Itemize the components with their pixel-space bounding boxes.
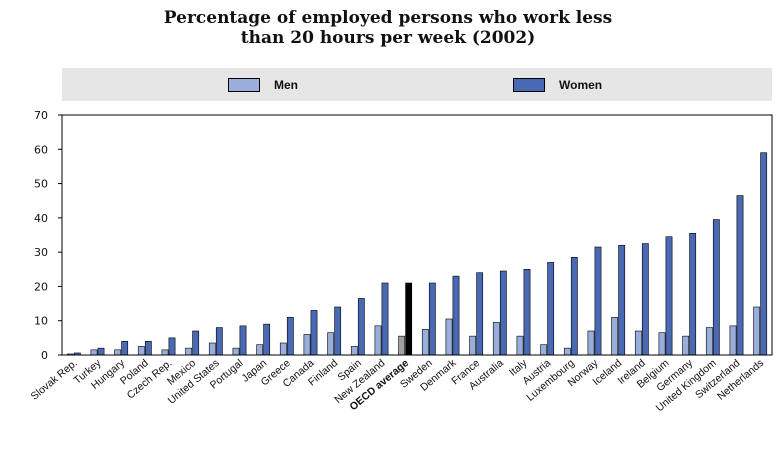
- y-tick-label: 70: [34, 109, 48, 122]
- y-tick-label: 10: [34, 315, 48, 328]
- bar-women: [334, 306, 342, 356]
- y-tick-label: 60: [34, 143, 48, 156]
- bar-men: [232, 347, 240, 356]
- bar-women: [263, 323, 271, 356]
- bar-men: [753, 306, 761, 356]
- y-tick-label: 0: [41, 349, 48, 362]
- bar-men: [327, 332, 335, 356]
- bar-men: [658, 332, 666, 356]
- bar-men: [350, 346, 358, 356]
- bar-women: [712, 219, 720, 356]
- bar-women: [594, 246, 602, 356]
- bar-women: [689, 232, 697, 356]
- bar-women: [570, 256, 578, 356]
- bar-women: [97, 347, 105, 356]
- bar-women: [760, 152, 768, 356]
- legend-item-men: Men: [228, 76, 298, 94]
- bar-men: [398, 335, 406, 356]
- bar-women: [381, 282, 389, 356]
- bar-men: [137, 346, 145, 356]
- legend: Men Women: [62, 68, 772, 101]
- bar-women: [405, 282, 413, 356]
- bar-men: [587, 330, 595, 356]
- bar-men: [374, 325, 382, 356]
- bar-women: [452, 275, 460, 356]
- bar-women: [641, 243, 649, 356]
- legend-item-women: Women: [513, 76, 602, 94]
- x-tick-label: Slovak Rep.: [29, 357, 80, 403]
- bar-men: [516, 335, 524, 356]
- bar-men: [256, 344, 264, 356]
- bar-women: [286, 316, 294, 356]
- bar-men: [114, 349, 122, 356]
- bar-men: [303, 334, 311, 356]
- bar-men: [161, 349, 169, 356]
- bar-men: [729, 325, 737, 356]
- bar-men: [185, 347, 193, 356]
- bar-men: [540, 344, 548, 356]
- bar-men: [682, 335, 690, 356]
- bar-women: [618, 244, 626, 356]
- bar-women: [121, 340, 129, 356]
- y-tick-label: 50: [34, 178, 48, 191]
- bar-women: [499, 270, 507, 356]
- bar-women: [476, 272, 484, 356]
- y-tick-label: 30: [34, 246, 48, 259]
- legend-label-women: Women: [559, 78, 603, 92]
- bar-women: [523, 268, 531, 356]
- bar-women: [357, 298, 365, 356]
- bar-men: [208, 342, 216, 356]
- bar-men: [611, 316, 619, 356]
- bar-women: [168, 337, 176, 356]
- plot-area: [61, 114, 773, 356]
- bar-men: [469, 335, 477, 356]
- bar-women: [547, 262, 555, 356]
- chart-title: Percentage of employed persons who work …: [0, 8, 776, 48]
- bar-women: [144, 340, 152, 356]
- legend-swatch-men: [228, 78, 260, 92]
- bar-men: [634, 330, 642, 356]
- chart-title-line-2: than 20 hours per week (2002): [240, 28, 536, 48]
- bar-men: [563, 347, 571, 356]
- bar-women: [215, 327, 223, 356]
- y-tick-label: 20: [34, 280, 48, 293]
- bar-men: [445, 318, 453, 356]
- bar-men: [90, 349, 98, 356]
- bar-men: [279, 342, 287, 356]
- chart-title-line-1: Percentage of employed persons who work …: [163, 8, 613, 28]
- bar-women: [192, 330, 200, 356]
- bar-women: [310, 310, 318, 356]
- y-tick-label: 40: [34, 212, 48, 225]
- bar-women: [665, 236, 673, 356]
- bar-women: [428, 282, 436, 356]
- legend-label-men: Men: [274, 78, 298, 92]
- legend-swatch-women: [513, 78, 545, 92]
- bar-women: [736, 195, 744, 356]
- bar-men: [421, 328, 429, 356]
- bar-men: [492, 322, 500, 356]
- bar-women: [239, 325, 247, 356]
- bar-men: [705, 327, 713, 356]
